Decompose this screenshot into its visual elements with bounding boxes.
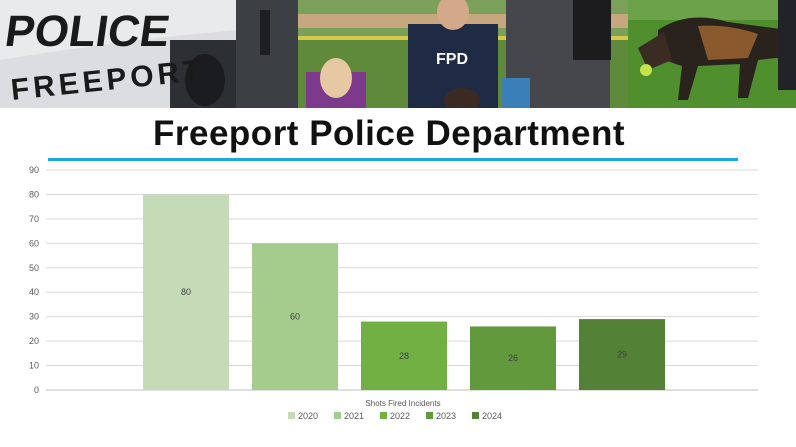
data-label-2020: 80 <box>181 287 191 297</box>
k9-dog-photo <box>628 0 796 108</box>
y-tick-50: 50 <box>29 263 39 273</box>
bar-2022 <box>361 321 447 390</box>
y-axis-ticks: 0 10 20 30 40 50 60 70 80 90 <box>29 165 39 395</box>
data-labels: 80 60 28 26 29 <box>181 287 627 363</box>
community-event-photo: FPD <box>298 0 628 108</box>
y-tick-40: 40 <box>29 287 39 297</box>
legend-label-2022: 2022 <box>390 411 410 421</box>
data-label-2022: 28 <box>399 351 409 361</box>
legend-label-2020: 2020 <box>298 411 318 421</box>
legend-label-2024: 2024 <box>482 411 502 421</box>
legend-swatch-2020 <box>288 412 295 419</box>
data-label-2021: 60 <box>290 312 300 322</box>
y-tick-60: 60 <box>29 238 39 248</box>
y-tick-30: 30 <box>29 312 39 322</box>
police-car-photo: POLICE FREEPORT <box>0 0 298 108</box>
bar-2020 <box>143 194 229 390</box>
shots-fired-bar-chart: 0 10 20 30 40 50 60 70 80 90 80 60 28 26 29 Shots Fir… <box>29 165 758 421</box>
legend: 2020 2021 2022 2023 2024 <box>288 411 502 421</box>
legend-swatch-2023 <box>426 412 433 419</box>
bar-2024 <box>579 319 665 390</box>
page-title: Freeport Police Department <box>153 114 625 153</box>
legend-swatch-2022 <box>380 412 387 419</box>
x-axis-title: Shots Fired Incidents <box>365 399 440 408</box>
photo-banner: POLICE FREEPORT FPD <box>0 0 796 108</box>
bars <box>143 194 665 390</box>
legend-label-2021: 2021 <box>344 411 364 421</box>
data-label-2024: 29 <box>617 350 627 360</box>
legend-label-2023: 2023 <box>436 411 456 421</box>
bar-2023 <box>470 326 556 390</box>
y-tick-70: 70 <box>29 214 39 224</box>
shirt-text-fpd: FPD <box>436 51 468 68</box>
y-tick-0: 0 <box>34 385 39 395</box>
car-text-police: POLICE <box>2 7 173 56</box>
bar-2021 <box>252 243 338 390</box>
y-tick-90: 90 <box>29 165 39 175</box>
y-tick-80: 80 <box>29 189 39 199</box>
title-underline <box>48 158 738 161</box>
data-label-2023: 26 <box>508 353 518 363</box>
legend-swatch-2024 <box>472 412 479 419</box>
legend-swatch-2021 <box>334 412 341 419</box>
y-tick-10: 10 <box>29 361 39 371</box>
y-tick-20: 20 <box>29 336 39 346</box>
